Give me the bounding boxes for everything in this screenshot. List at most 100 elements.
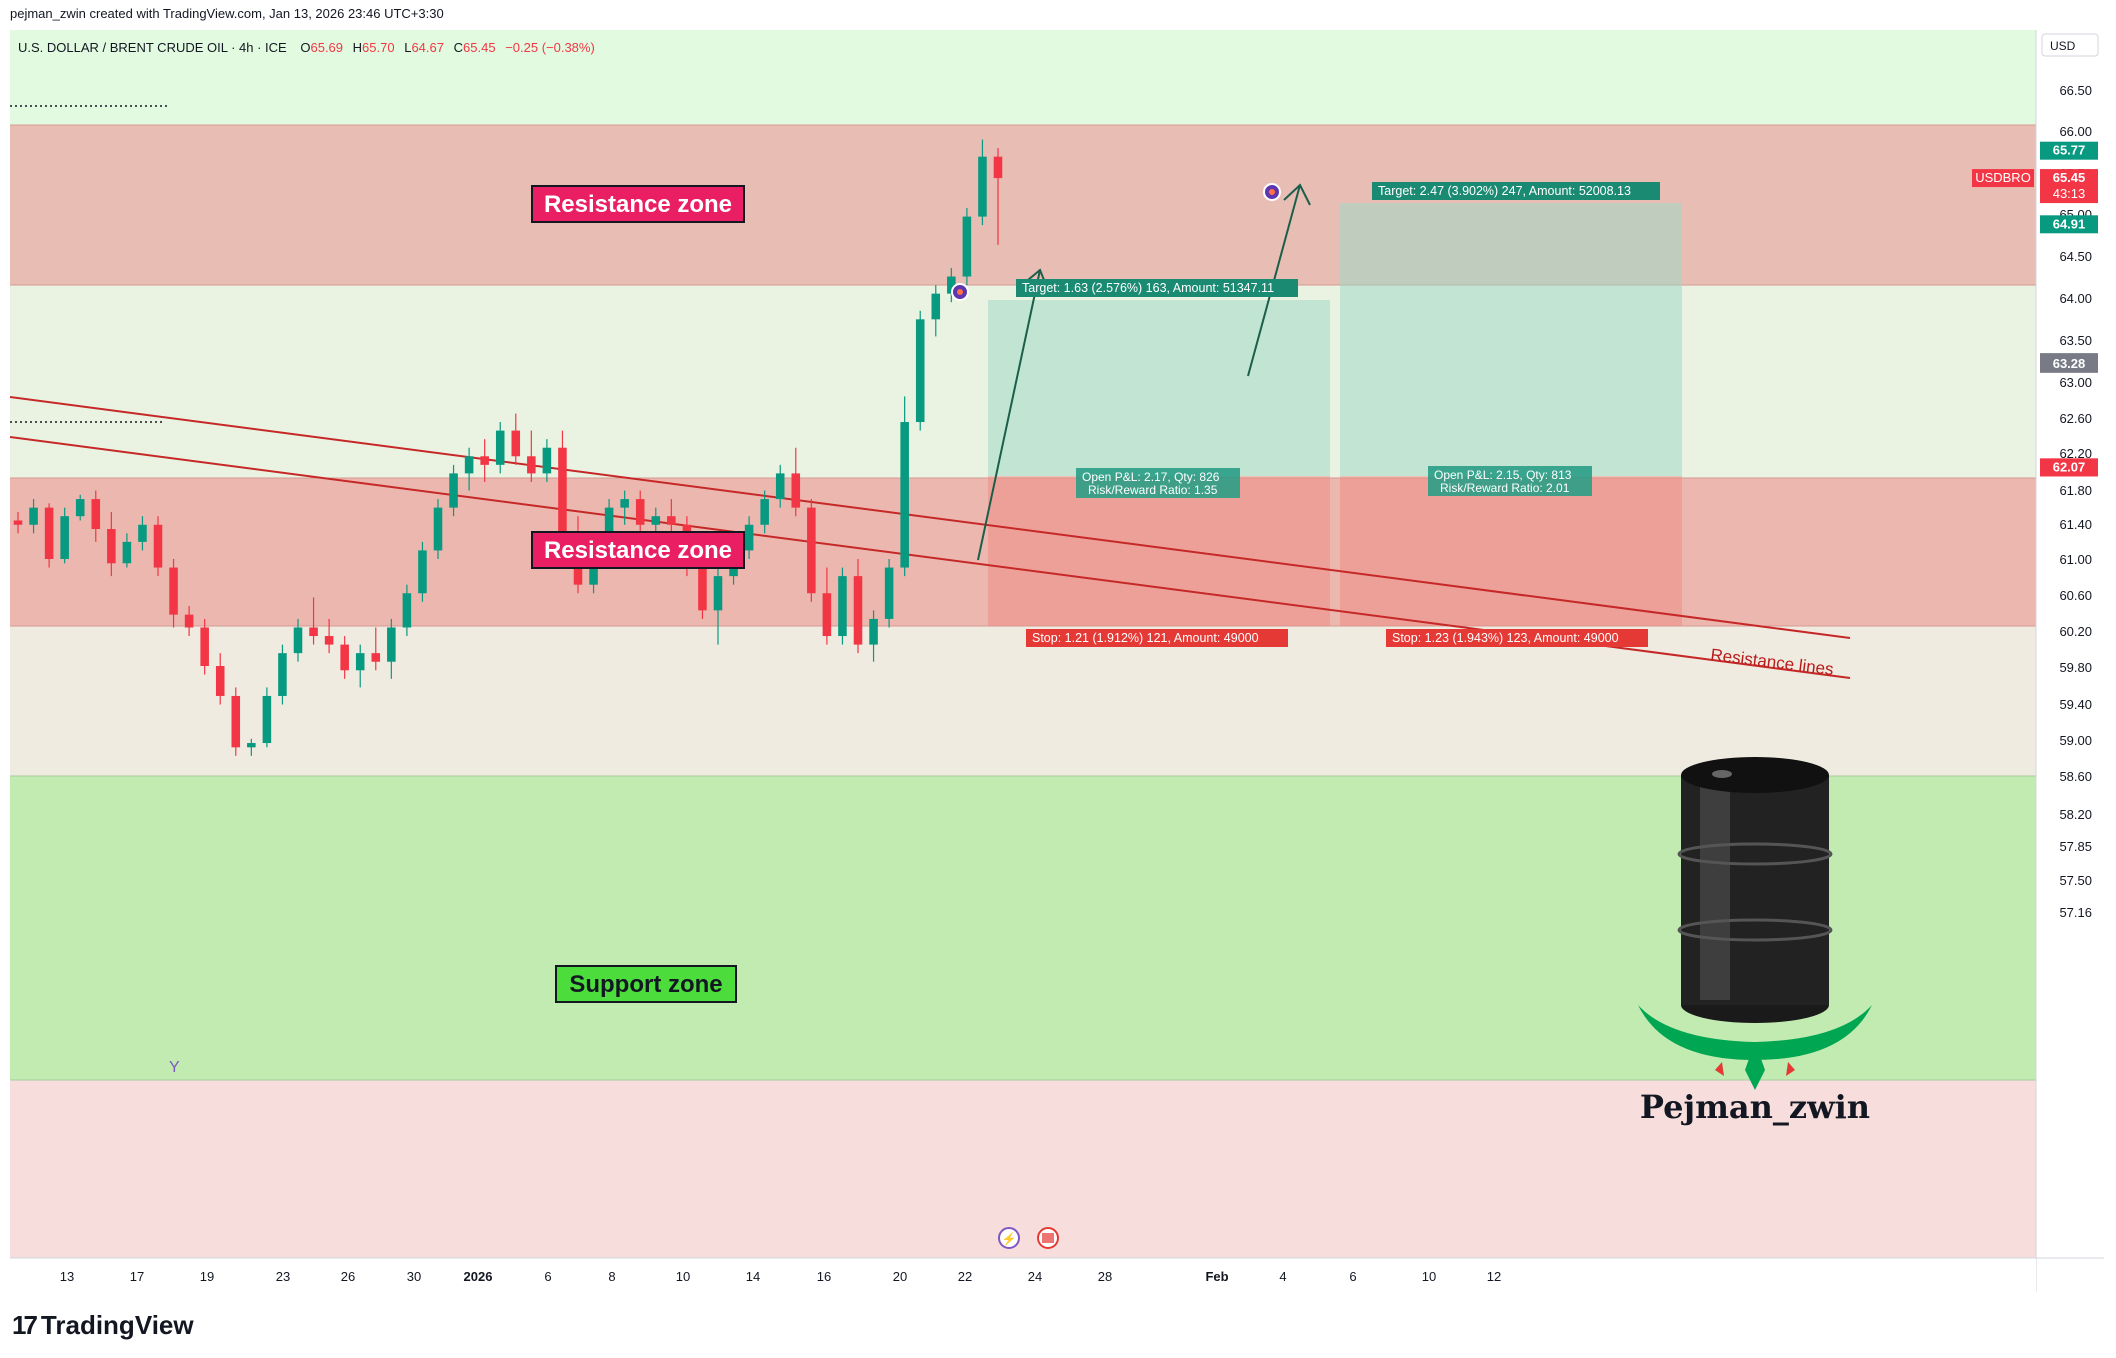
svg-text:43:13: 43:13	[2053, 186, 2086, 201]
price-axis-badges: 65.7765.4543:13USDBRO64.9163.3063.2862.0…	[1972, 141, 2098, 477]
candle	[620, 490, 629, 525]
position-1-pnl-label: Open P&L: 2.17, Qty: 826 Risk/Reward Rat…	[1076, 468, 1240, 498]
resistance-line-1	[10, 396, 1851, 639]
candle	[449, 464, 458, 517]
candle	[371, 627, 381, 671]
candle	[44, 503, 54, 568]
currency-button[interactable]: USD	[2041, 33, 2099, 57]
time-tick-label: 6	[1349, 1269, 1356, 1284]
candle	[962, 208, 972, 286]
svg-text:Stop: 1.21 (1.912%) 121, Amoun: Stop: 1.21 (1.912%) 121, Amount: 49000	[1032, 631, 1259, 645]
price-tick-label: 59.40	[2059, 697, 2092, 712]
time-tick-label: 8	[608, 1269, 615, 1284]
resistance-zone-upper	[10, 125, 2036, 285]
candle	[433, 499, 443, 559]
svg-text:63.28: 63.28	[2053, 356, 2086, 371]
time-tick-label: 16	[817, 1269, 831, 1284]
candle	[853, 559, 863, 654]
svg-text:65.77: 65.77	[2053, 143, 2086, 158]
position-2-target-label: Target: 2.47 (3.902%) 247, Amount: 52008…	[1372, 182, 1660, 200]
position-1-stop-label: Stop: 1.21 (1.912%) 121, Amount: 49000	[1026, 629, 1288, 647]
svg-text:Risk/Reward Ratio: 1.35: Risk/Reward Ratio: 1.35	[1088, 483, 1218, 497]
resistance-zone-label-lower: Resistance zone	[531, 531, 745, 569]
candle	[838, 567, 847, 645]
candle	[402, 584, 412, 637]
position-2-stop-area	[1340, 476, 1682, 626]
svg-text:64.91: 64.91	[2053, 216, 2086, 231]
candle	[153, 516, 163, 577]
price-tick-label: 63.00	[2059, 375, 2092, 390]
price-tick-label: 58.20	[2059, 807, 2092, 822]
position-1-stop-area	[988, 476, 1330, 626]
candle	[495, 422, 505, 474]
candle	[215, 653, 225, 705]
time-tick-label: 10	[1422, 1269, 1436, 1284]
price-tick-label: 61.00	[2059, 552, 2092, 567]
candle	[542, 439, 552, 482]
price-tick-label: 59.80	[2059, 660, 2092, 675]
candle	[247, 738, 256, 756]
price-tick-label: 57.85	[2059, 839, 2092, 854]
candle	[418, 541, 427, 602]
candle	[791, 447, 801, 517]
time-tick-label: 6	[544, 1269, 551, 1284]
candle	[324, 618, 334, 654]
price-tick-label: 60.20	[2059, 624, 2092, 639]
tradingview-footer: 17 TradingView	[12, 1310, 194, 1341]
candle	[713, 567, 723, 645]
candle	[464, 447, 474, 491]
candle	[169, 559, 178, 628]
symbol-badge: USDBRO	[1972, 169, 2034, 188]
svg-text:Support zone: Support zone	[569, 971, 722, 998]
candle	[387, 618, 396, 679]
time-tick-label: 14	[746, 1269, 760, 1284]
author-watermark: Pejman_zwin	[1640, 1088, 1870, 1126]
candle	[262, 687, 272, 748]
candle	[993, 148, 1003, 245]
candle	[293, 618, 303, 662]
candle	[760, 490, 769, 534]
candle	[978, 139, 987, 226]
svg-text:62.07: 62.07	[2053, 459, 2086, 474]
position-1-target-area	[988, 300, 1330, 476]
svg-text:Open P&L: 2.15, Qty: 813: Open P&L: 2.15, Qty: 813	[1434, 468, 1572, 482]
time-tick-label: 23	[276, 1269, 290, 1284]
wave-label-y: Y	[169, 1059, 180, 1076]
price-tick-label: 66.50	[2059, 83, 2092, 98]
candle	[29, 499, 38, 534]
time-tick-label: 28	[1098, 1269, 1112, 1284]
price-badge: 64.91	[2040, 215, 2098, 234]
candle	[915, 310, 925, 431]
time-tick-label: 13	[60, 1269, 74, 1284]
candle	[184, 606, 194, 637]
time-tick-label: 26	[341, 1269, 355, 1284]
position-2-target-area	[1340, 203, 1682, 476]
time-tick-label: 2026	[464, 1269, 493, 1284]
candle	[355, 644, 365, 688]
candle	[122, 533, 132, 568]
candle	[884, 559, 894, 628]
price-tick-label: 62.60	[2059, 411, 2092, 426]
candle	[309, 597, 318, 645]
candle	[91, 490, 101, 542]
candle	[480, 439, 489, 482]
time-axis-ticks: 13 17 19 23 26 30 2026 6 8 10 14 16 20 22 24 28 Feb 4 6 10 1…	[60, 1269, 1501, 1284]
svg-text:Target: 2.47 (3.902%) 247, Amo: Target: 2.47 (3.902%) 247, Amount: 52008…	[1378, 184, 1631, 198]
svg-text:65.45: 65.45	[2053, 170, 2086, 185]
position-2-stop-label: Stop: 1.23 (1.943%) 123, Amount: 49000	[1386, 629, 1648, 647]
candle	[744, 516, 754, 559]
candle	[278, 644, 287, 705]
svg-text:USDBRO: USDBRO	[1975, 170, 2031, 185]
price-tick-label: 64.00	[2059, 291, 2092, 306]
svg-text:Resistance zone: Resistance zone	[544, 191, 732, 218]
time-tick-label: 30	[407, 1269, 421, 1284]
price-tick-label: 62.20	[2059, 446, 2092, 461]
candle	[340, 636, 349, 679]
price-tick-label: 59.00	[2059, 733, 2092, 748]
price-tick-label: 64.50	[2059, 249, 2092, 264]
price-tick-label: 57.50	[2059, 873, 2092, 888]
candle	[511, 413, 521, 465]
price-chart[interactable]: Resistance lines Target: 1.63 (2.576%) 1…	[10, 30, 2104, 1292]
support-zone-label: Support zone	[555, 965, 737, 1003]
price-tick-label: 61.40	[2059, 517, 2092, 532]
